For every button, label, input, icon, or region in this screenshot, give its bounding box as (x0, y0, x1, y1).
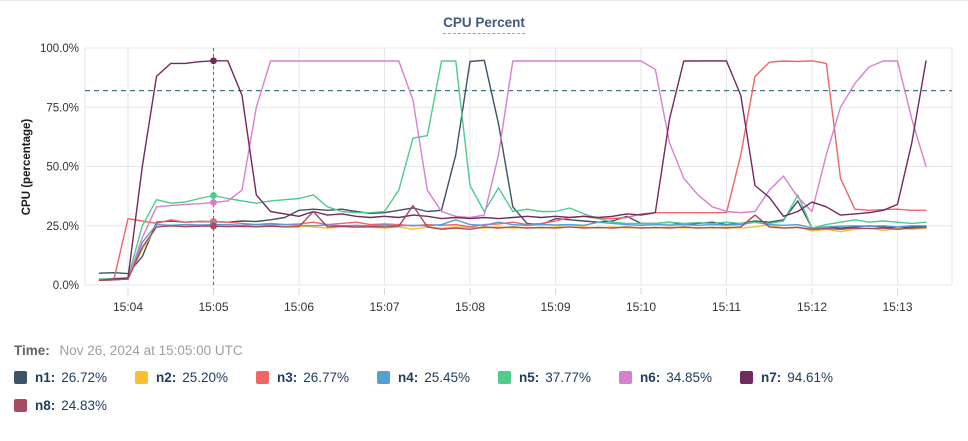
series-line-n2[interactable] (98, 223, 927, 280)
legend-label: n2: (156, 370, 177, 385)
cursor-marker-n6 (210, 199, 217, 206)
y-tick-label: 0.0% (53, 280, 79, 292)
legend-value: 26.72% (61, 370, 108, 385)
cursor-marker-n5 (210, 192, 217, 199)
legend-value: 25.45% (424, 370, 471, 385)
legend-value: 26.77% (303, 370, 350, 385)
legend-label: n6: (640, 370, 661, 385)
legend-swatch-n5 (498, 371, 511, 384)
x-tick-label: 15:13 (882, 300, 912, 314)
time-label: Time: (14, 343, 50, 358)
legend-swatch-n6 (619, 371, 632, 384)
legend-value: 25.20% (182, 370, 229, 385)
legend-label: n4: (398, 370, 419, 385)
time-row: Time: Nov 26, 2024 at 15:05:00 UTC (14, 343, 243, 358)
series-line-n3[interactable] (98, 60, 927, 282)
legend-value: 24.83% (61, 398, 108, 413)
legend-swatch-n4 (377, 371, 390, 384)
legend-item-n3[interactable]: n3: 26.77% (256, 370, 377, 385)
cursor-marker-n8 (210, 222, 217, 230)
legend-item-n4[interactable]: n4: 25.45% (377, 370, 498, 385)
x-tick-label: 15:11 (712, 300, 741, 314)
legend-item-n8[interactable]: n8: 24.83% (14, 398, 135, 413)
legend-item-n7[interactable]: n7: 94.61% (740, 370, 861, 385)
cpu-chart[interactable]: 0.0% 25.0% 50.0% 75.0% 100.0% 15:04 15:05 15:06… (0, 39, 968, 315)
legend-value: 34.85% (666, 370, 713, 385)
x-tick-label: 15:05 (198, 300, 228, 314)
x-tick-label: 15:04 (113, 300, 143, 314)
series-line-n6[interactable] (98, 60, 927, 282)
legend-value: 94.61% (787, 370, 834, 385)
y-tick-label: 25.0% (46, 221, 79, 233)
chart-title-text[interactable]: CPU Percent (443, 15, 525, 34)
legend-swatch-n3 (256, 371, 269, 384)
chart-title: CPU Percent (0, 14, 968, 34)
legend-item-n5[interactable]: n5: 37.77% (498, 370, 619, 385)
x-tick-label: 15:07 (369, 300, 399, 314)
series-line-n7[interactable] (98, 60, 927, 282)
series-line-n5[interactable] (98, 60, 927, 280)
legend-swatch-n2 (135, 371, 148, 384)
y-axis-title: CPU (percentage) (21, 119, 33, 216)
legend-label: n1: (35, 370, 56, 385)
legend-label: n3: (277, 370, 298, 385)
legend-item-n2[interactable]: n2: 25.20% (135, 370, 256, 385)
x-tick-label: 15:08 (455, 300, 485, 314)
cursor-marker-n7 (210, 57, 217, 65)
time-value: Nov 26, 2024 at 15:05:00 UTC (59, 343, 243, 358)
legend-item-n1[interactable]: n1: 26.72% (14, 370, 135, 385)
legend-value: 37.77% (545, 370, 592, 385)
x-tick-label: 15:09 (540, 300, 570, 314)
series-line-n8[interactable] (98, 204, 927, 282)
legend-label: n7: (761, 370, 782, 385)
y-tick-label: 75.0% (46, 102, 79, 114)
chart-legend: n1: 26.72% n2: 25.20% n3: 26.77% n4: 25.45% n5: 3… (14, 370, 962, 413)
x-tick-label: 15:12 (797, 300, 827, 314)
x-tick-label: 15:06 (284, 300, 314, 314)
legend-label: n5: (519, 370, 540, 385)
x-tick-label: 15:10 (626, 300, 656, 314)
legend-swatch-n7 (740, 371, 753, 384)
y-tick-label: 50.0% (46, 162, 79, 174)
legend-swatch-n1 (14, 371, 27, 384)
legend-swatch-n8 (14, 399, 27, 412)
y-tick-label: 100.0% (40, 43, 79, 55)
legend-item-n6[interactable]: n6: 34.85% (619, 370, 740, 385)
legend-label: n8: (35, 398, 56, 413)
series-line-n4[interactable] (98, 219, 927, 281)
